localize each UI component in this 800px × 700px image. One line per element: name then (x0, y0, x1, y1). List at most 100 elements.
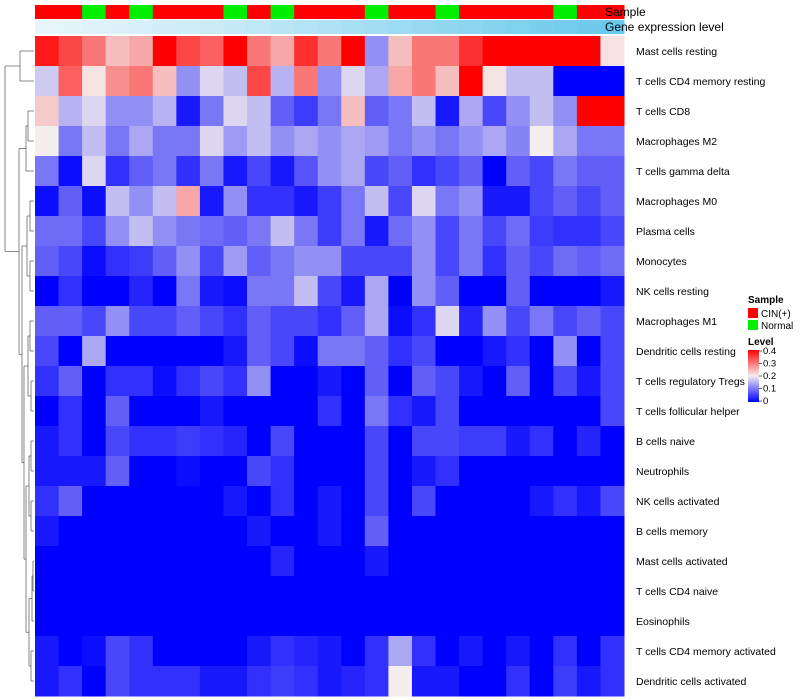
heatmap-cell (129, 516, 154, 547)
heatmap-cell (388, 246, 413, 277)
sample-annotation-cell (270, 5, 295, 19)
heatmap-cell (506, 546, 531, 577)
gene-expression-cell (553, 20, 578, 34)
heatmap-cell (341, 546, 366, 577)
heatmap-cell (435, 486, 460, 517)
heatmap-cell (223, 336, 248, 367)
heatmap-cell (223, 546, 248, 577)
heatmap-cell (317, 306, 342, 337)
heatmap-cell (388, 456, 413, 487)
heatmap-cell (553, 456, 578, 487)
heatmap-cell (553, 126, 578, 157)
heatmap-cell (482, 246, 507, 277)
level-legend-title: Level (748, 337, 774, 348)
heatmap-cell (317, 366, 342, 397)
heatmap-cell (58, 96, 83, 127)
heatmap-cell (223, 666, 248, 697)
heatmap-cell (388, 96, 413, 127)
heatmap-cell (82, 486, 107, 517)
heatmap-cell (482, 636, 507, 667)
heatmap-cell (247, 576, 272, 607)
heatmap-cell (341, 426, 366, 457)
heatmap-cell (58, 306, 83, 337)
heatmap-cell (199, 486, 224, 517)
heatmap-cell (223, 216, 248, 247)
heatmap-cell (529, 426, 554, 457)
heatmap-cell (82, 126, 107, 157)
heatmap-cell (529, 456, 554, 487)
heatmap-cell (152, 516, 177, 547)
heatmap-cell (411, 636, 437, 667)
heatmap-cell (576, 366, 601, 397)
heatmap-cell (152, 276, 177, 307)
heatmap-cell (482, 306, 507, 337)
heatmap-cell (506, 486, 531, 517)
heatmap-cell (199, 66, 224, 97)
heatmap-cell (270, 66, 295, 97)
heatmap-cell (247, 426, 272, 457)
heatmap-cell (506, 126, 531, 157)
heatmap-cell (247, 666, 272, 697)
sample-annotation-bar (35, 5, 625, 19)
heatmap-cells (35, 36, 625, 697)
heatmap-cell (364, 216, 389, 247)
level-tick-label: 0.4 (763, 346, 776, 357)
heatmap-cell (459, 36, 484, 67)
heatmap-cell (223, 246, 248, 277)
heatmap-cell (199, 156, 224, 187)
heatmap-cell (129, 396, 154, 427)
heatmap-cell (270, 186, 295, 217)
heatmap-cell (199, 336, 224, 367)
heatmap-cell (223, 606, 248, 637)
heatmap-cell (35, 396, 60, 427)
heatmap-cell (529, 276, 554, 307)
heatmap-cell (600, 456, 625, 487)
heatmap-cell (58, 666, 83, 697)
heatmap-cell (176, 36, 201, 67)
heatmap-cell (341, 96, 366, 127)
heatmap-cell (199, 96, 224, 127)
sample-annotation-cell (105, 5, 130, 19)
heatmap-cell (435, 216, 460, 247)
heatmap-cell (294, 546, 319, 577)
heatmap-cell (317, 666, 342, 697)
gene-expression-cell (58, 20, 83, 34)
heatmap-cell (364, 156, 389, 187)
heatmap-cell (506, 66, 531, 97)
heatmap-cell (294, 336, 319, 367)
heatmap-cell (105, 546, 130, 577)
heatmap-cell (58, 246, 83, 277)
heatmap-cell (223, 186, 248, 217)
heatmap-cell (176, 576, 201, 607)
sample-annotation-cell (247, 5, 272, 19)
heatmap-cell (223, 36, 248, 67)
heatmap-cell (364, 426, 389, 457)
heatmap-cell (553, 36, 578, 67)
heatmap-cell (341, 576, 366, 607)
heatmap-cell (152, 186, 177, 217)
heatmap-cell (553, 546, 578, 577)
heatmap-cell (82, 276, 107, 307)
heatmap-cell (129, 606, 154, 637)
gene-expression-cell (459, 20, 484, 34)
heatmap-cell (459, 96, 484, 127)
heatmap-cell (506, 36, 531, 67)
heatmap-cell (176, 336, 201, 367)
heatmap-cell (388, 216, 413, 247)
row-label: T cells CD4 memory activated (636, 646, 776, 658)
heatmap-cell (294, 36, 319, 67)
heatmap-cell (435, 156, 460, 187)
heatmap-cell (176, 456, 201, 487)
heatmap-cell (529, 36, 554, 67)
heatmap-cell (199, 666, 224, 697)
heatmap-cell (35, 456, 60, 487)
heatmap-cell (223, 516, 248, 547)
heatmap-cell (435, 246, 460, 277)
heatmap-cell (270, 426, 295, 457)
heatmap-cell (341, 516, 366, 547)
heatmap-cell (506, 216, 531, 247)
heatmap-cell (529, 666, 554, 697)
heatmap-cell (35, 276, 60, 307)
heatmap-cell (58, 366, 83, 397)
heatmap-cell (506, 96, 531, 127)
